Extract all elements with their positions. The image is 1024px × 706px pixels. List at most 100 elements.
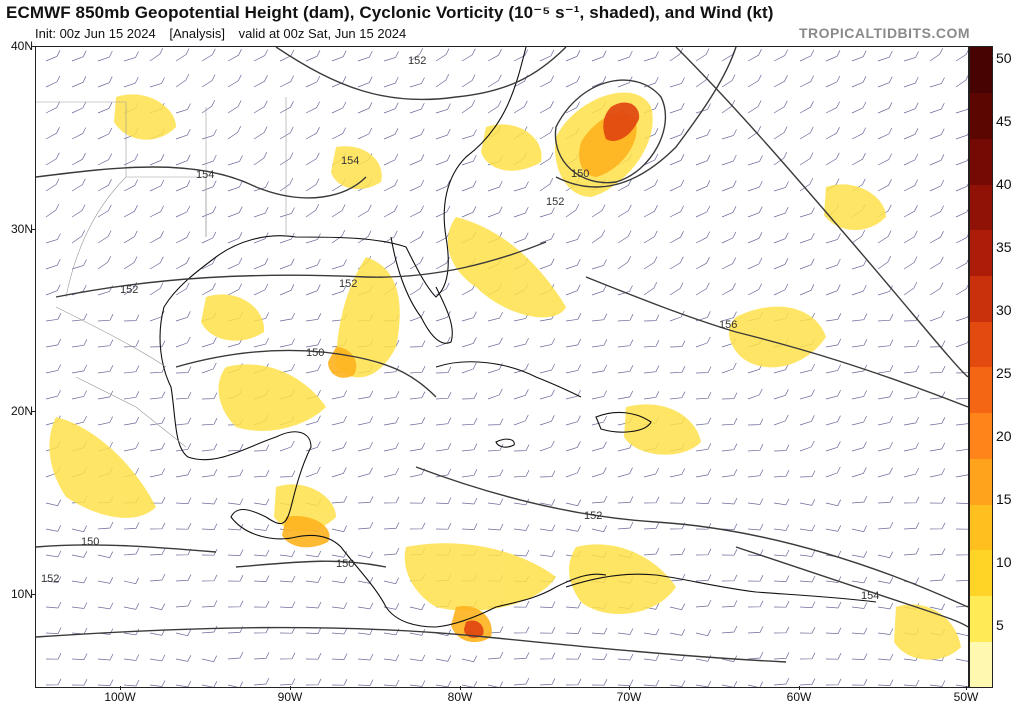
wind-barb	[279, 207, 295, 218]
wind-barb	[825, 284, 841, 296]
wind-barb	[877, 628, 894, 635]
wind-barb	[305, 284, 321, 296]
wind-barb	[357, 496, 374, 504]
wind-barb	[539, 389, 555, 400]
wind-barb	[877, 679, 894, 686]
wind-barb	[773, 498, 790, 506]
wind-barb	[45, 50, 61, 62]
wind-barb	[747, 180, 763, 192]
wind-barb	[591, 415, 607, 426]
wind-barb	[487, 418, 504, 426]
vorticity-blob	[218, 364, 326, 431]
wind-barb	[591, 627, 608, 635]
wind-barb	[851, 495, 868, 504]
wind-barb	[201, 206, 217, 218]
wind-barb	[227, 681, 244, 687]
wind-barb	[71, 229, 86, 244]
contour-label: 154	[196, 169, 214, 181]
wind-barb	[123, 76, 139, 88]
wind-barb	[955, 158, 968, 166]
wind-barb	[903, 365, 920, 374]
wind-barb	[409, 205, 425, 218]
wind-barb	[721, 129, 737, 140]
wind-barb	[461, 681, 478, 687]
wind-barb	[955, 74, 968, 88]
wind-barb	[487, 651, 504, 660]
wind-barb	[565, 284, 581, 296]
wind-barb	[617, 339, 634, 348]
wind-barb	[123, 51, 139, 62]
wind-barb	[513, 100, 528, 114]
wind-barb	[97, 365, 114, 374]
wind-barb	[799, 550, 816, 557]
colorbar-swatch	[970, 229, 992, 277]
wind-barb	[383, 365, 400, 374]
wind-barb	[929, 603, 946, 611]
wind-barb	[357, 102, 373, 114]
wind-barb	[357, 653, 374, 661]
wind-barb	[955, 448, 968, 452]
wind-barb	[591, 76, 607, 88]
wind-barb	[565, 525, 582, 532]
wind-barb	[435, 48, 450, 62]
gulf-coastline	[159, 47, 607, 628]
wind-barb	[539, 652, 556, 660]
wind-barb	[409, 442, 426, 452]
wind-barb	[461, 497, 478, 505]
wind-barb	[721, 523, 738, 530]
wind-barb	[695, 336, 711, 348]
wind-barb	[929, 680, 946, 687]
wind-barb	[799, 258, 815, 270]
wind-barb	[851, 50, 867, 62]
vorticity-blob	[894, 604, 961, 660]
wind-barb	[461, 523, 478, 530]
wind-barb	[695, 282, 710, 296]
wind-barb	[799, 389, 815, 400]
wind-barb	[383, 391, 400, 400]
wind-barb	[97, 179, 112, 192]
wind-barb	[851, 467, 867, 478]
wind-barb	[721, 392, 738, 400]
wind-barb	[929, 548, 946, 556]
wind-barb	[929, 522, 946, 530]
wind-barb	[383, 128, 399, 140]
south-america-coastline	[565, 573, 877, 603]
wind-barb	[227, 180, 243, 192]
wind-barb	[513, 498, 530, 506]
wind-barb	[721, 655, 738, 663]
wind-barb	[955, 132, 968, 140]
wind-barb	[851, 390, 868, 400]
wind-barb	[773, 470, 790, 478]
wind-barb	[851, 525, 868, 533]
wind-barb	[825, 233, 841, 244]
wind-barb	[305, 601, 322, 609]
wind-barb	[539, 207, 555, 218]
wind-barb	[591, 495, 608, 504]
wind-barb	[539, 49, 555, 62]
wind-barb	[513, 626, 530, 634]
lat-tick	[31, 594, 35, 595]
wind-barb	[357, 577, 374, 584]
wind-barb	[903, 522, 920, 530]
wind-barb	[435, 231, 451, 244]
wind-barb	[903, 205, 918, 218]
wind-barb	[903, 679, 920, 687]
wind-barb	[591, 653, 608, 660]
wind-barb	[123, 654, 140, 661]
wind-barb	[955, 183, 968, 192]
wind-barb	[565, 678, 582, 686]
wind-barb	[71, 525, 88, 533]
wind-barb	[513, 677, 530, 686]
wind-barb	[617, 204, 632, 218]
wind-barb	[227, 74, 242, 88]
contour-label: 152	[41, 573, 59, 585]
wind-barb	[591, 229, 606, 244]
wind-barb	[773, 575, 790, 582]
wind-barb	[773, 444, 790, 452]
site-brand[interactable]: TROPICALTIDBITS.COM	[798, 25, 970, 41]
lon-label: 50W	[953, 690, 979, 704]
wind-barb	[877, 496, 894, 504]
wind-barb	[747, 155, 763, 166]
wind-barb	[435, 417, 452, 426]
wind-barb	[201, 180, 217, 192]
